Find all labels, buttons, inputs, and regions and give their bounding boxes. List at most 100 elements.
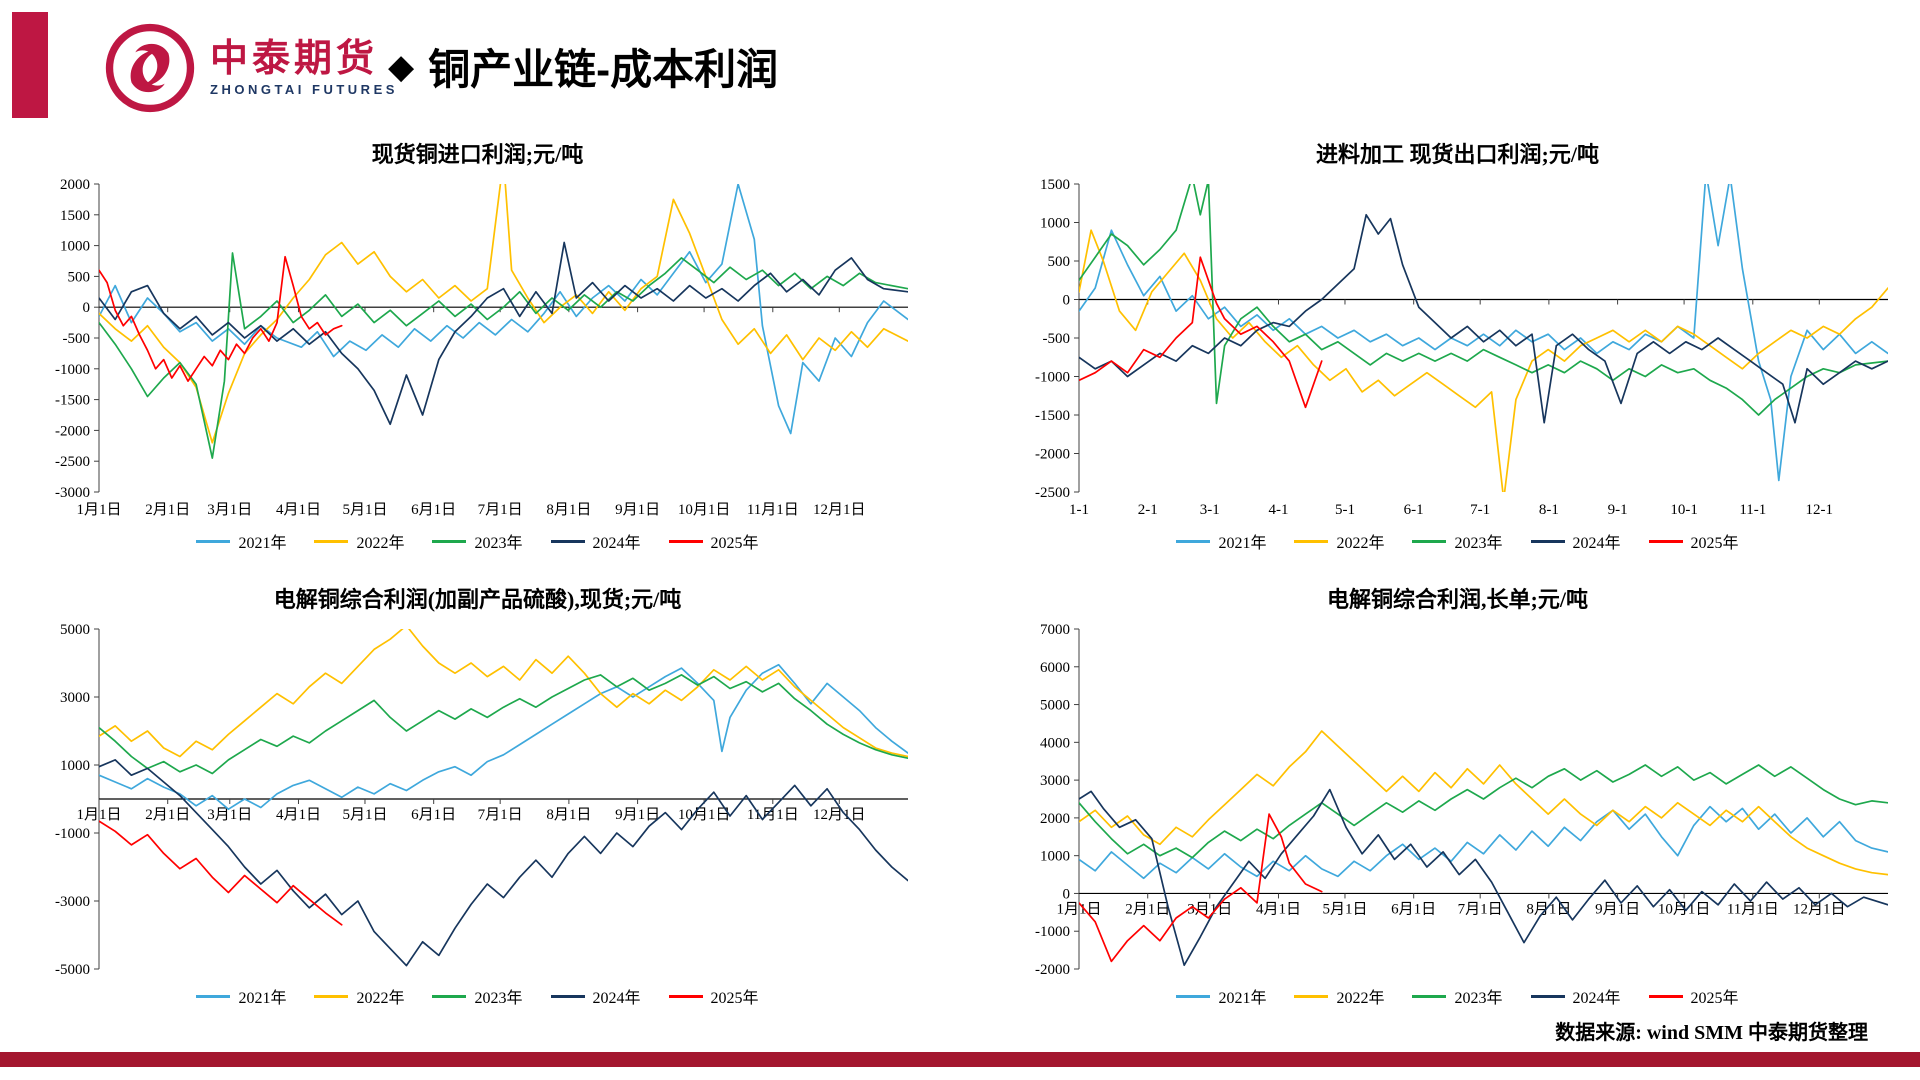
brand-text: 中泰期货 ZHONGTAI FUTURES (210, 38, 398, 98)
legend-label: 2021年 (1218, 990, 1267, 1008)
legend-item-2024年: 2024年 (1530, 529, 1621, 553)
y-tick-label: 4000 (1040, 735, 1070, 751)
y-tick-label: 2000 (60, 177, 90, 193)
legend-line-swatch (196, 994, 231, 998)
page-title: ◆ 铜产业链-成本利润 (388, 36, 778, 97)
chart-electrolytic-copper-profit-spot: 电解铜综合利润(加副产品硫酸),现货;元/吨 5000 3000 1000 -1000… (35, 583, 920, 1011)
y-tick-label: -2000 (1035, 962, 1070, 978)
chart-title: 进料加工 现货出口利润;元/吨 (1316, 142, 1599, 167)
chart-spot-copper-import-profit: 现货铜进口利润;元/吨 2000 1500 1000 500 0 -500 -1000 -15… (35, 138, 920, 556)
legend-line-swatch (1412, 994, 1447, 998)
y-tick-label: -3000 (55, 485, 90, 501)
zhongtai-logo-icon (105, 23, 195, 113)
x-tick-label: 8月1日 (546, 807, 591, 823)
series-line-2022年 (99, 629, 908, 758)
legend-label: 2022年 (356, 990, 405, 1008)
legend-item-2021年: 2021年 (196, 529, 286, 553)
series-line-2023年 (1079, 764, 1888, 859)
legend-line-swatch (1648, 539, 1683, 543)
x-tick-label: 9月1日 (1595, 901, 1640, 917)
y-tick-label: -2000 (1035, 447, 1070, 463)
x-tick-label: 11月1日 (747, 807, 799, 823)
legend-line-swatch (1176, 994, 1211, 998)
x-tick-label: 6月1日 (411, 807, 456, 823)
chart-plot-area: 2000 1500 1000 500 0 -500 -1000 -1500 -2000 -2500… (35, 172, 920, 526)
legend-line-swatch (668, 539, 703, 543)
y-tick-label: 1000 (60, 239, 90, 255)
series-line-2024年 (1079, 788, 1888, 967)
x-tick-label: 3-1 (1200, 502, 1220, 518)
legend-item-2024年: 2024年 (550, 529, 641, 553)
x-tick-label: 11月1日 (1727, 901, 1779, 917)
x-tick-label: 6月1日 (411, 502, 456, 518)
legend-item-2023年: 2023年 (1412, 984, 1503, 1008)
y-tick-label: 5000 (1040, 698, 1070, 714)
y-tick-label: 1000 (1040, 849, 1070, 865)
legend-item-2025年: 2025年 (1648, 984, 1739, 1008)
legend-item-2022年: 2022年 (1294, 984, 1384, 1008)
legend-label: 2023年 (1454, 535, 1503, 553)
series-line-2022年 (1079, 730, 1888, 876)
y-tick-label: -3000 (55, 894, 90, 910)
legend-item-2023年: 2023年 (432, 529, 523, 553)
chart-title: 电解铜综合利润,长单;元/吨 (1327, 587, 1588, 612)
legend-line-swatch (432, 539, 467, 543)
y-tick-label: 500 (68, 269, 91, 285)
y-tick-label: -1500 (1035, 408, 1070, 424)
legend-item-2021年: 2021年 (1176, 529, 1266, 553)
legend-label: 2024年 (1572, 990, 1621, 1008)
chart-legend: 2021年 2022年 2023年 2024年 2025年 (1015, 981, 1900, 1011)
diamond-icon: ◆ (388, 47, 415, 86)
series-line-2023年 (99, 252, 908, 459)
x-tick-label: 2月1日 (145, 807, 190, 823)
y-tick-label: 0 (83, 300, 91, 316)
series-line-2025年 (1079, 813, 1323, 963)
legend-line-swatch (1530, 994, 1565, 998)
series-line-2024年 (99, 759, 908, 967)
chart-title: 现货铜进口利润;元/吨 (371, 142, 584, 167)
y-tick-label: 0 (1063, 886, 1071, 902)
series-line-2023年 (1079, 184, 1888, 416)
chart-canvas: 2000 1500 1000 500 0 -500 -1000 -1500 -2000 -2500… (55, 177, 908, 518)
x-tick-label: 2月1日 (1125, 901, 1170, 917)
brand-name-en: ZHONGTAI FUTURES (210, 82, 398, 98)
x-tick-label: 7月1日 (1458, 901, 1503, 917)
x-tick-label: 8月1日 (546, 502, 591, 518)
legend-label: 2021年 (238, 535, 287, 553)
x-tick-label: 3月1日 (1187, 901, 1232, 917)
series-line-2025年 (1079, 256, 1323, 409)
x-tick-label: 5月1日 (1322, 901, 1367, 917)
x-tick-label: 9月1日 (615, 502, 660, 518)
chart-plot-area: 7000 6000 5000 4000 3000 2000 1000 0 -1000 -2000 1… (1015, 617, 1900, 981)
chart-processing-export-profit: 进料加工 现货出口利润;元/吨 1500 1000 500 0 -500 -1000 -15… (1015, 138, 1900, 556)
legend-line-swatch (314, 539, 349, 543)
legend-item-2025年: 2025年 (668, 529, 759, 553)
chart-legend: 2021年 2022年 2023年 2024年 2025年 (35, 526, 920, 556)
legend-label: 2024年 (592, 990, 641, 1008)
legend-label: 2023年 (474, 535, 523, 553)
x-tick-label: 7月1日 (478, 807, 523, 823)
y-tick-label: -1000 (55, 362, 90, 378)
series-line-2022年 (1079, 229, 1888, 492)
legend-label: 2024年 (1572, 535, 1621, 553)
legend-item-2022年: 2022年 (314, 984, 404, 1008)
legend-line-swatch (196, 539, 231, 543)
x-tick-label: 6月1日 (1391, 901, 1436, 917)
chart-title: 电解铜综合利润(加副产品硫酸),现货;元/吨 (273, 587, 682, 612)
y-tick-label: 0 (1063, 293, 1071, 309)
series-line-2025年 (99, 255, 343, 382)
x-tick-label: 11月1日 (747, 502, 799, 518)
legend-line-swatch (1648, 994, 1683, 998)
legend-item-2025年: 2025年 (1648, 529, 1739, 553)
y-tick-label: -2000 (55, 423, 90, 439)
legend-label: 2022年 (1336, 990, 1385, 1008)
legend-line-swatch (314, 994, 349, 998)
x-tick-label: 3月1日 (207, 807, 252, 823)
x-tick-label: 12月1日 (813, 502, 866, 518)
legend-label: 2022年 (1336, 535, 1385, 553)
y-tick-label: -1000 (1035, 924, 1070, 940)
data-source-note: 数据来源: wind SMM 中泰期货整理 (1555, 1022, 1868, 1044)
chart-legend: 2021年 2022年 2023年 2024年 2025年 (35, 981, 920, 1011)
series-line-2021年 (1079, 184, 1888, 482)
chart-legend: 2021年 2022年 2023年 2024年 2025年 (1015, 526, 1900, 556)
